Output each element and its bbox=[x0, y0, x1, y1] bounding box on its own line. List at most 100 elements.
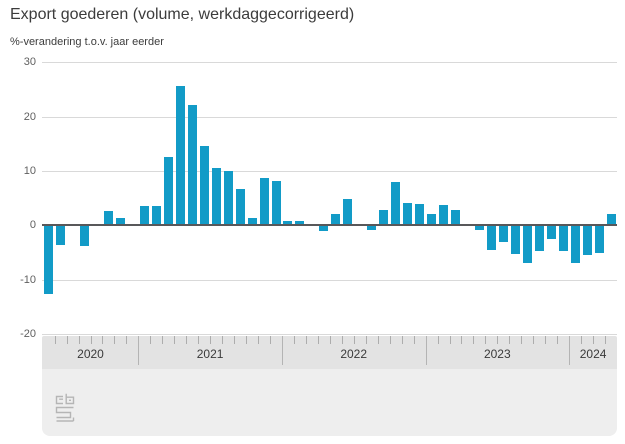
bar-2021-11[interactable] bbox=[259, 178, 269, 226]
bar-2021-09[interactable] bbox=[235, 188, 245, 226]
bar-2021-03[interactable] bbox=[163, 156, 173, 226]
month-tick bbox=[557, 336, 559, 344]
bar-2024-02[interactable] bbox=[582, 226, 592, 255]
bar-2023-08[interactable] bbox=[510, 226, 520, 254]
month-tick bbox=[210, 336, 212, 344]
month-tick bbox=[473, 336, 475, 344]
bar-2021-02[interactable] bbox=[151, 205, 161, 226]
month-tick bbox=[509, 336, 511, 344]
bar-2021-01[interactable] bbox=[139, 206, 149, 226]
bar-2022-04[interactable] bbox=[319, 226, 329, 231]
ytick-label: 20 bbox=[23, 110, 36, 123]
month-tick bbox=[234, 336, 236, 344]
year-label-2021: 2021 bbox=[196, 347, 224, 361]
bar-2022-09[interactable] bbox=[379, 210, 389, 226]
chart-subtitle: %-verandering t.o.v. jaar eerder bbox=[10, 36, 164, 48]
bar-2024-01[interactable] bbox=[570, 226, 580, 264]
bar-2022-02[interactable] bbox=[295, 221, 305, 226]
bar-2023-01[interactable] bbox=[427, 214, 436, 226]
year-separator bbox=[138, 336, 140, 365]
gridline-y-20 bbox=[42, 334, 617, 336]
gridline-y30 bbox=[42, 62, 617, 63]
month-tick bbox=[485, 336, 487, 344]
cbs-logo bbox=[55, 393, 75, 422]
chart-footer bbox=[42, 369, 617, 436]
bar-2021-07[interactable] bbox=[211, 168, 221, 226]
month-tick bbox=[581, 336, 583, 344]
month-tick bbox=[174, 336, 176, 344]
gridline-y-10 bbox=[42, 279, 617, 281]
bar-2022-11[interactable] bbox=[403, 203, 413, 226]
bar-2023-09[interactable] bbox=[522, 226, 532, 264]
bar-2023-12[interactable] bbox=[558, 226, 568, 252]
month-tick bbox=[521, 336, 523, 344]
page-title: Export goederen (volume, werkdaggecorrig… bbox=[10, 6, 355, 23]
month-tick bbox=[461, 336, 463, 344]
zero-line bbox=[42, 224, 617, 227]
month-tick bbox=[150, 336, 152, 344]
bar-2022-10[interactable] bbox=[391, 181, 401, 226]
gridline-y10 bbox=[42, 171, 617, 172]
bar-2022-01[interactable] bbox=[283, 220, 293, 226]
bar-2023-06[interactable] bbox=[486, 226, 496, 251]
bar-2022-08[interactable] bbox=[367, 226, 377, 230]
bar-2021-10[interactable] bbox=[247, 217, 257, 226]
month-tick bbox=[222, 336, 224, 344]
year-label-2023: 2023 bbox=[483, 347, 511, 361]
month-tick bbox=[54, 336, 56, 344]
bar-2021-08[interactable] bbox=[223, 171, 233, 226]
month-tick bbox=[401, 336, 403, 344]
month-tick bbox=[377, 336, 379, 344]
month-tick bbox=[246, 336, 247, 344]
bar-2023-11[interactable] bbox=[546, 226, 556, 240]
month-tick bbox=[198, 336, 200, 344]
month-tick bbox=[365, 336, 367, 344]
ytick-label: 0 bbox=[29, 219, 36, 232]
bar-2021-04[interactable] bbox=[175, 86, 185, 226]
bar-2023-05[interactable] bbox=[474, 226, 484, 230]
month-tick bbox=[389, 336, 391, 344]
bar-2023-02[interactable] bbox=[439, 204, 448, 226]
ytick-label: -20 bbox=[20, 328, 36, 341]
month-tick bbox=[593, 336, 595, 344]
bar-2020-08[interactable] bbox=[80, 226, 89, 246]
month-tick bbox=[545, 336, 547, 344]
bar-2020-05[interactable] bbox=[44, 226, 54, 294]
month-tick bbox=[293, 336, 295, 344]
bar-2020-11[interactable] bbox=[115, 218, 125, 226]
ytick-label: -10 bbox=[20, 273, 36, 286]
bar-2024-03[interactable] bbox=[594, 226, 604, 253]
month-tick bbox=[605, 336, 606, 344]
bar-2021-05[interactable] bbox=[187, 104, 197, 226]
bar-2023-10[interactable] bbox=[534, 226, 544, 251]
month-tick bbox=[258, 336, 259, 344]
bar-2020-10[interactable] bbox=[103, 210, 113, 226]
bar-2021-06[interactable] bbox=[199, 146, 209, 226]
month-tick bbox=[413, 336, 415, 344]
year-separator bbox=[425, 336, 427, 365]
month-tick bbox=[329, 336, 331, 344]
bar-2022-06[interactable] bbox=[343, 199, 353, 226]
month-tick bbox=[66, 336, 68, 344]
gridline-y20 bbox=[42, 116, 617, 118]
month-tick bbox=[102, 336, 104, 344]
bar-2022-05[interactable] bbox=[331, 214, 341, 226]
month-tick bbox=[341, 336, 343, 344]
x-axis-band: 2020 2021 2022 2023 2024 bbox=[42, 336, 617, 369]
bar-2021-12[interactable] bbox=[271, 180, 281, 226]
ytick-label: 30 bbox=[23, 56, 36, 68]
bar-2022-12[interactable] bbox=[415, 204, 425, 226]
year-separator bbox=[569, 336, 571, 365]
bar-2020-06[interactable] bbox=[56, 226, 66, 246]
month-tick bbox=[305, 336, 307, 344]
year-separator bbox=[281, 336, 283, 365]
bar-2023-07[interactable] bbox=[498, 226, 508, 242]
month-tick bbox=[317, 336, 319, 344]
bar-2024-04[interactable] bbox=[606, 213, 616, 226]
month-tick bbox=[497, 336, 499, 344]
month-tick bbox=[114, 336, 116, 344]
bar-2023-03[interactable] bbox=[451, 210, 460, 226]
year-label-2020: 2020 bbox=[77, 347, 104, 361]
month-tick bbox=[78, 336, 80, 344]
